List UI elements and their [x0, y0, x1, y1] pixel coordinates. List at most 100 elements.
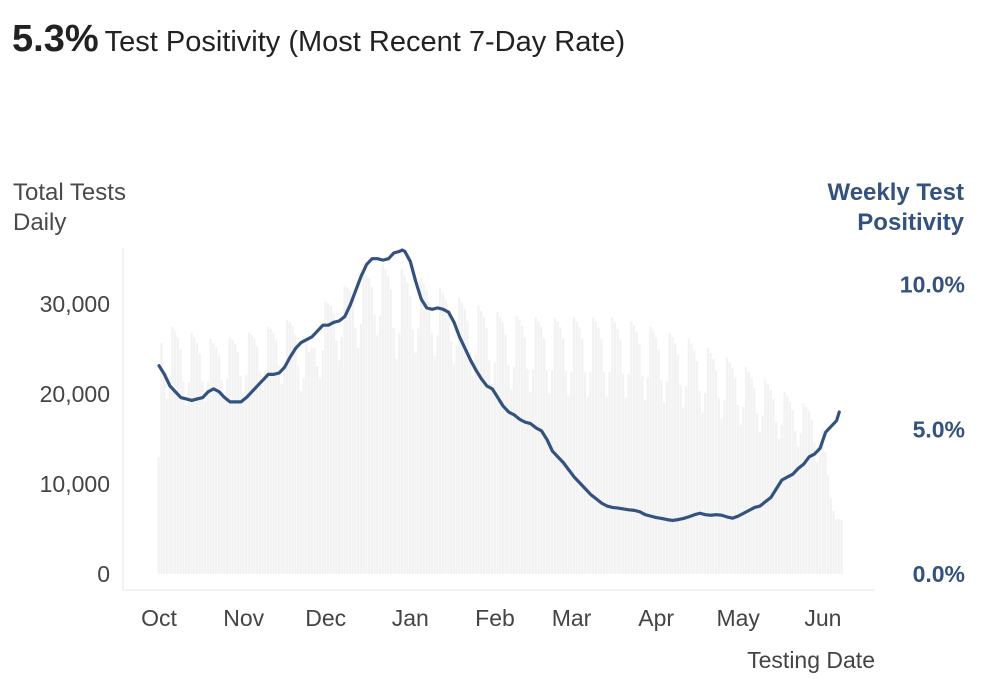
bar-daily-tests — [184, 405, 188, 574]
bar-daily-tests — [725, 357, 729, 574]
x-tick-label: Dec — [305, 605, 346, 631]
bar-daily-tests — [745, 367, 748, 574]
bar-daily-tests — [411, 329, 414, 574]
positivity-line — [157, 248, 841, 523]
bar-daily-tests — [665, 381, 669, 574]
bar-daily-tests — [351, 299, 354, 574]
bar-daily-tests — [187, 382, 190, 574]
bar-daily-tests — [480, 310, 483, 574]
bar-daily-tests — [684, 386, 688, 574]
bar-daily-tests — [329, 305, 332, 574]
bar-daily-tests — [313, 348, 316, 574]
bar-daily-tests — [439, 287, 442, 574]
bar-daily-tests — [652, 331, 655, 574]
left-tick-label: 30,000 — [40, 291, 110, 317]
bar-daily-tests — [387, 276, 390, 574]
bar-daily-tests — [840, 520, 843, 574]
bar-daily-tests — [414, 352, 417, 574]
bar-daily-tests — [709, 353, 712, 574]
bar-daily-tests — [717, 397, 720, 574]
bar-daily-tests — [791, 410, 794, 574]
bar-daily-tests — [275, 340, 278, 574]
headline-value: 5.3% — [12, 18, 99, 60]
bar-daily-tests — [346, 287, 349, 574]
bar-daily-tests — [597, 327, 600, 574]
bar-daily-tests — [507, 365, 510, 574]
bar-daily-tests — [417, 328, 420, 574]
bar-daily-tests — [324, 301, 327, 574]
left-axis-ticks: 0 10,000 20,000 30,000 — [40, 291, 110, 587]
x-tick-label: Feb — [475, 605, 515, 631]
right-tick-label: 0.0% — [913, 561, 965, 587]
bar-daily-tests — [490, 383, 494, 574]
bar-daily-tests — [561, 338, 565, 574]
bar-daily-tests — [176, 337, 179, 574]
bar-daily-tests — [818, 446, 822, 574]
bar-daily-tests — [236, 352, 240, 574]
bar-daily-tests — [234, 343, 237, 574]
bar-daily-tests — [807, 411, 811, 574]
bar-daily-tests — [826, 475, 830, 574]
bar-daily-tests — [422, 283, 425, 574]
bar-daily-tests — [581, 339, 584, 574]
bar-daily-tests — [594, 321, 597, 574]
bar-daily-tests — [698, 390, 701, 574]
bar-daily-tests — [168, 376, 171, 574]
right-axis-title-line2: Positivity — [857, 209, 964, 236]
bar-daily-tests — [157, 457, 160, 574]
bar-daily-tests — [296, 366, 300, 574]
bar-daily-tests — [755, 413, 759, 574]
bar-daily-tests — [195, 343, 199, 574]
bar-daily-tests — [572, 317, 576, 574]
bar-daily-tests — [520, 326, 524, 574]
left-tick-label: 0 — [97, 561, 110, 587]
bar-daily-tests — [551, 370, 554, 574]
bar-daily-tests — [578, 327, 581, 574]
bar-daily-tests — [695, 361, 699, 574]
bar-daily-tests — [354, 327, 357, 574]
bar-daily-tests — [829, 498, 832, 574]
bar-daily-tests — [643, 399, 647, 574]
bar-daily-tests — [277, 365, 281, 574]
bar-daily-tests — [706, 348, 710, 574]
bar-daily-tests — [742, 407, 745, 574]
bar-daily-tests — [165, 398, 169, 574]
bar-daily-tests — [447, 310, 450, 574]
bar-daily-tests — [512, 366, 516, 574]
bar-daily-tests — [583, 372, 587, 574]
bar-daily-tests — [433, 356, 436, 574]
bar-daily-tests — [359, 323, 363, 574]
bar-daily-tests — [206, 381, 210, 574]
bar-daily-tests — [373, 314, 376, 574]
bar-daily-tests — [455, 344, 458, 574]
bar-daily-tests — [775, 422, 778, 574]
bar-daily-tests — [398, 332, 401, 574]
bar-daily-tests — [302, 378, 305, 574]
x-tick-label: Jan — [392, 605, 429, 631]
bar-daily-tests — [368, 278, 371, 574]
bar-daily-tests — [649, 326, 652, 574]
axes — [122, 248, 875, 591]
bar-daily-tests — [821, 428, 824, 575]
bar-daily-tests — [362, 272, 365, 574]
bar-daily-tests — [499, 317, 502, 574]
bar-daily-tests — [805, 406, 808, 574]
bar-daily-tests — [482, 316, 485, 574]
bar-daily-tests — [299, 390, 302, 574]
bar-daily-tests — [575, 321, 578, 574]
bar-daily-tests — [253, 338, 256, 574]
bar-daily-tests — [392, 328, 395, 574]
left-tick-label: 20,000 — [40, 381, 110, 407]
bar-daily-tests — [419, 278, 423, 574]
bar-daily-tests — [179, 349, 182, 574]
bar-daily-tests — [608, 372, 611, 574]
bar-daily-tests — [799, 433, 802, 574]
right-tick-label: 5.0% — [913, 416, 965, 442]
right-tick-label: 10.0% — [900, 272, 965, 298]
bar-daily-tests — [731, 368, 734, 575]
bar-daily-tests — [739, 424, 742, 574]
bar-daily-tests — [788, 401, 791, 574]
bar-daily-tests — [728, 362, 731, 574]
bar-daily-tests — [190, 332, 193, 574]
